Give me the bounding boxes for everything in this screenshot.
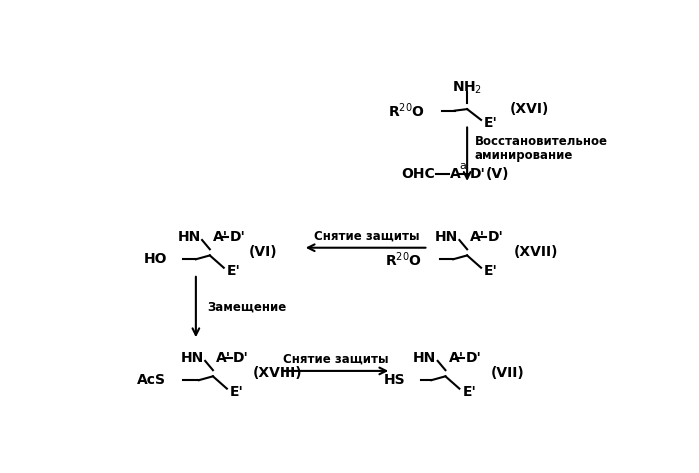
Text: A': A' bbox=[449, 351, 463, 365]
Text: D': D' bbox=[487, 230, 503, 244]
Text: аминирование: аминирование bbox=[475, 149, 573, 162]
Text: (XVIII): (XVIII) bbox=[253, 366, 303, 380]
Text: Восстановительное: Восстановительное bbox=[475, 135, 608, 148]
Text: E': E' bbox=[463, 385, 476, 399]
Text: AcS: AcS bbox=[138, 373, 166, 387]
Text: A': A' bbox=[216, 351, 231, 365]
Text: NH$_2$: NH$_2$ bbox=[452, 79, 482, 96]
Text: (V): (V) bbox=[486, 167, 510, 181]
Text: HS: HS bbox=[384, 373, 405, 387]
Text: (XVII): (XVII) bbox=[514, 245, 558, 259]
Text: (VI): (VI) bbox=[249, 245, 278, 259]
Text: R$^{20}$O: R$^{20}$O bbox=[388, 101, 424, 120]
Text: E': E' bbox=[230, 385, 244, 399]
Text: E': E' bbox=[484, 116, 498, 130]
Text: (XVI): (XVI) bbox=[510, 102, 549, 116]
Text: (VII): (VII) bbox=[491, 366, 524, 380]
Text: a: a bbox=[459, 161, 466, 171]
Text: OHC: OHC bbox=[401, 167, 435, 181]
Text: D': D' bbox=[470, 167, 486, 181]
Text: D': D' bbox=[466, 351, 482, 365]
Text: A: A bbox=[450, 167, 461, 181]
Text: R$^{20}$O: R$^{20}$O bbox=[385, 250, 422, 269]
Text: HN: HN bbox=[180, 351, 203, 365]
Text: A': A' bbox=[470, 230, 485, 244]
Text: Замещение: Замещение bbox=[208, 300, 287, 314]
Text: D': D' bbox=[230, 230, 246, 244]
Text: E': E' bbox=[484, 264, 498, 278]
Text: D': D' bbox=[233, 351, 249, 365]
Text: HN: HN bbox=[178, 230, 201, 244]
Text: E': E' bbox=[227, 264, 240, 278]
Text: HN: HN bbox=[413, 351, 436, 365]
Text: Снятие защиты: Снятие защиты bbox=[314, 230, 419, 243]
Text: HO: HO bbox=[144, 252, 167, 266]
Text: Снятие защиты: Снятие защиты bbox=[282, 352, 388, 365]
Text: A': A' bbox=[213, 230, 228, 244]
Text: HN: HN bbox=[435, 230, 458, 244]
